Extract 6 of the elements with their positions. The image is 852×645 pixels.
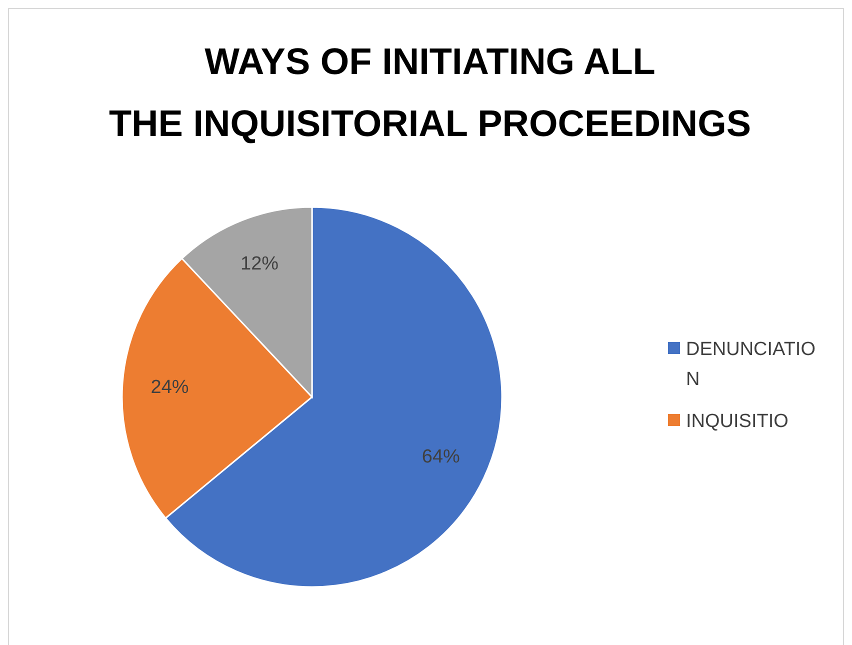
- data-label: 64%: [422, 446, 460, 468]
- chart-title: WAYS OF INITIATING ALL THE INQUISITORIAL PROCEEDINGS: [108, 41, 752, 144]
- data-label: 12%: [240, 254, 279, 275]
- data-label: 24%: [150, 377, 189, 398]
- legend-label: DENUNCIATION: [686, 339, 816, 390]
- legend-label: INQUISITIO: [686, 411, 788, 432]
